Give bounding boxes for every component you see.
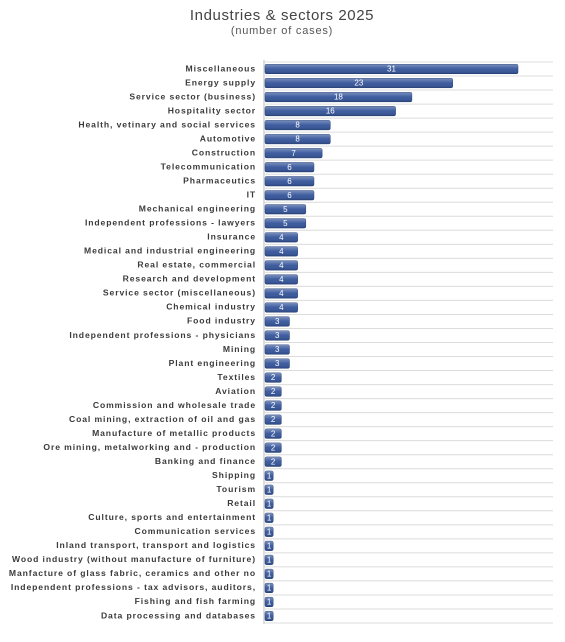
category-label: Real estate, commercial [137,260,256,270]
value-label: 8 [295,121,300,130]
value-label: 4 [279,261,284,270]
category-label: Manufacture of metallic products [92,428,256,438]
value-label: 2 [271,401,276,410]
value-label: 4 [279,275,284,284]
category-label: Telecommunication [161,161,256,171]
category-label: Insurance [207,232,256,242]
value-label: 1 [267,555,272,564]
value-label: 2 [271,373,276,382]
value-label: 4 [279,247,284,256]
category-label: Independent professions - physicians [69,330,256,340]
value-label: 6 [287,177,292,186]
value-label: 2 [271,443,276,452]
value-label: 2 [271,457,276,466]
category-label: Energy supply [185,77,256,87]
value-label: 5 [283,219,288,228]
value-label: 6 [287,163,292,172]
value-label: 18 [334,93,343,102]
category-label: Wood industry (without manufacture of fu… [12,554,256,564]
category-label: Service sector (miscellaneous) [103,288,256,298]
category-label: Plant engineering [169,358,256,368]
category-label: Automotive [200,133,256,143]
value-label: 2 [271,387,276,396]
value-label: 1 [267,541,272,550]
category-label: Miscellaneous [186,63,256,73]
value-label: 1 [267,471,272,480]
value-label: 1 [267,612,272,621]
category-label: Fishing and fish farming [135,596,256,606]
category-label: Food industry [187,316,256,326]
value-label: 1 [267,485,272,494]
value-label: 2 [271,415,276,424]
value-label: 1 [267,527,272,536]
category-label: Chemical industry [166,302,256,312]
value-label: 1 [267,513,272,522]
category-label: Hospitality sector [168,105,256,115]
category-label: Independent professions - lawyers [85,218,256,228]
category-label: Pharmaceutics [183,175,256,185]
value-label: 3 [275,331,280,340]
category-label: Construction [192,147,256,157]
value-label: 4 [279,289,284,298]
category-label: Retail [227,498,256,508]
category-label: Culture, sports and entertainment [88,512,256,522]
category-label: Medical and industrial engineering [84,246,256,256]
value-label: 3 [275,317,280,326]
category-label: Banking and finance [155,456,256,466]
category-label: Shipping [212,470,256,480]
category-label: Mining [223,344,256,354]
value-label: 3 [275,359,280,368]
value-label: 5 [283,205,288,214]
category-label: Ore mining, metalworking and - productio… [43,442,256,452]
chart-title: Industries & sectors 2025 [190,7,374,24]
category-label: Mechanical engineering [139,204,256,214]
category-label: Service sector (business) [129,91,256,101]
category-label: IT [247,190,256,200]
value-label: 2 [271,429,276,438]
category-label: Coal mining, extraction of oil and gas [69,414,256,424]
category-label: Communication services [134,526,256,536]
category-label: Independent professions - tax advisors, … [11,582,256,592]
value-label: 31 [387,65,396,74]
value-label: 6 [287,191,292,200]
value-label: 7 [291,149,296,158]
category-label: Inland transport, transport and logistic… [56,540,256,550]
value-label: 1 [267,584,272,593]
value-label: 16 [326,107,335,116]
category-label: Tourism [216,484,256,494]
value-label: 1 [267,499,272,508]
category-label: Research and development [123,274,256,284]
value-label: 23 [354,79,363,88]
value-label: 1 [267,598,272,607]
category-label: Commission and wholesale trade [93,400,256,410]
value-label: 4 [279,303,284,312]
category-label: Manfacture of glass fabric, ceramics and… [9,568,256,578]
value-label: 3 [275,345,280,354]
category-label: Aviation [215,386,256,396]
category-label: Data processing and databases [101,610,256,620]
value-label: 1 [267,570,272,579]
value-label: 4 [279,233,284,242]
category-label: Textiles [217,372,256,382]
value-label: 8 [295,135,300,144]
category-label: Health, vetinary and social services [78,119,256,129]
chart-subtitle: (number of cases) [231,25,333,37]
